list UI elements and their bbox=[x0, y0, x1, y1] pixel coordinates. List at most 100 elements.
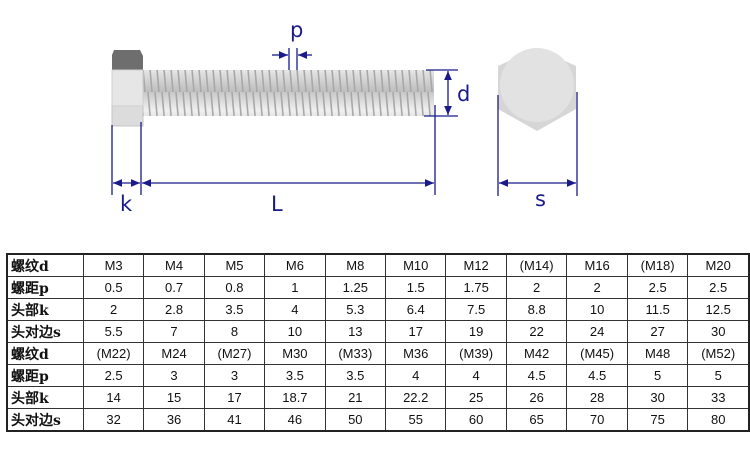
table-cell: 41 bbox=[203, 408, 266, 432]
table-cell: 8 bbox=[203, 320, 266, 343]
table-cell: 5 bbox=[626, 364, 689, 387]
dimension-lines bbox=[111, 48, 578, 196]
table-cell: 10 bbox=[264, 320, 326, 343]
table-cell: 5 bbox=[687, 364, 750, 387]
across-flats-label: s bbox=[535, 187, 546, 211]
table-cell: (M52) bbox=[687, 342, 750, 365]
table-cell: 15 bbox=[143, 386, 205, 409]
table-cell: 3 bbox=[143, 364, 205, 387]
table-cell: 21 bbox=[324, 386, 387, 409]
table-cell: 4.5 bbox=[566, 364, 628, 387]
table-cell: (M14) bbox=[505, 253, 568, 277]
table-cell: 55 bbox=[385, 408, 447, 432]
table-cell: 14 bbox=[82, 386, 145, 409]
table-cell: 2.5 bbox=[626, 276, 689, 299]
table-cell: M3 bbox=[82, 253, 145, 277]
table-cell: M24 bbox=[143, 342, 205, 365]
row-label: 螺距p bbox=[6, 364, 84, 387]
table-cell: 22 bbox=[505, 320, 568, 343]
row-label: 头部k bbox=[6, 298, 84, 321]
table-cell: 7 bbox=[143, 320, 205, 343]
table-row: 螺距p 2.5 3 3 3.5 3.5 4 4 4.5 4.5 5 5 bbox=[6, 364, 750, 387]
bolt-end-view bbox=[498, 48, 576, 131]
table-cell: M42 bbox=[505, 342, 568, 365]
table-cell: 33 bbox=[687, 386, 750, 409]
table-cell: 3.5 bbox=[264, 364, 326, 387]
table-cell: M12 bbox=[445, 253, 507, 277]
row-label: 螺距p bbox=[6, 276, 84, 299]
table-cell: 19 bbox=[445, 320, 507, 343]
table-cell: 4 bbox=[264, 298, 326, 321]
table-cell: 1.75 bbox=[445, 276, 507, 299]
table-cell: 2 bbox=[566, 276, 628, 299]
table-cell: 4.5 bbox=[505, 364, 568, 387]
bolt-diagram: p d k L s bbox=[111, 18, 578, 216]
table-cell: 2.8 bbox=[143, 298, 205, 321]
table-cell: M30 bbox=[264, 342, 326, 365]
table-row: 螺纹d (M22) M24 (M27) M30 (M33) M36 (M39) M42 (M45)… bbox=[6, 342, 750, 365]
table-cell: 28 bbox=[566, 386, 628, 409]
table-cell: 8.8 bbox=[505, 298, 568, 321]
table-row: 头对边s 32 36 41 46 50 55 60 65 70 75 80 bbox=[6, 408, 750, 432]
table-cell: 2.5 bbox=[82, 364, 145, 387]
hex-chamfer bbox=[500, 48, 574, 122]
table-cell: 70 bbox=[566, 408, 628, 432]
table-cell: 4 bbox=[385, 364, 447, 387]
table-cell: (M39) bbox=[445, 342, 507, 365]
table-cell: 75 bbox=[626, 408, 689, 432]
table-cell: 3 bbox=[203, 364, 266, 387]
table-cell: 0.7 bbox=[143, 276, 205, 299]
table-cell: M10 bbox=[385, 253, 447, 277]
head-height-label: k bbox=[120, 192, 133, 216]
table-cell: 50 bbox=[324, 408, 387, 432]
row-label: 头对边s bbox=[6, 320, 84, 343]
table-cell: 32 bbox=[82, 408, 145, 432]
table-cell: (M27) bbox=[203, 342, 266, 365]
table-cell: 3.5 bbox=[203, 298, 266, 321]
table-cell: M4 bbox=[143, 253, 205, 277]
table-cell: 30 bbox=[626, 386, 689, 409]
table-cell: 2 bbox=[505, 276, 568, 299]
table-row: 头部k 2 2.8 3.5 4 5.3 6.4 7.5 8.8 10 11.5 12.5 bbox=[6, 298, 750, 321]
table-cell: 13 bbox=[324, 320, 387, 343]
length-label: L bbox=[271, 192, 283, 216]
table-cell: 5.5 bbox=[82, 320, 145, 343]
table-cell: 65 bbox=[505, 408, 568, 432]
bolt-shank bbox=[143, 70, 434, 116]
table-cell: (M18) bbox=[626, 253, 689, 277]
table-cell: 36 bbox=[143, 408, 205, 432]
table-cell: M5 bbox=[203, 253, 266, 277]
table-cell: 17 bbox=[203, 386, 266, 409]
table-cell: 1.25 bbox=[324, 276, 387, 299]
bolt-head-top bbox=[112, 50, 143, 70]
table-cell: M36 bbox=[385, 342, 447, 365]
table-cell: M6 bbox=[264, 253, 326, 277]
table-cell: 24 bbox=[566, 320, 628, 343]
table-cell: 0.5 bbox=[82, 276, 145, 299]
table-cell: 7.5 bbox=[445, 298, 507, 321]
table-cell: 0.8 bbox=[203, 276, 266, 299]
row-label: 头部k bbox=[6, 386, 84, 409]
table-cell: 30 bbox=[687, 320, 750, 343]
table-cell: M16 bbox=[566, 253, 628, 277]
table-cell: 2.5 bbox=[687, 276, 750, 299]
table-cell: 17 bbox=[385, 320, 447, 343]
diameter-label: d bbox=[457, 82, 470, 106]
table-cell: (M45) bbox=[566, 342, 628, 365]
pitch-label: p bbox=[290, 18, 303, 42]
table-cell: 11.5 bbox=[626, 298, 689, 321]
table-cell: M8 bbox=[324, 253, 387, 277]
table-cell: 1.5 bbox=[385, 276, 447, 299]
table-cell: M48 bbox=[626, 342, 689, 365]
row-label: 头对边s bbox=[6, 408, 84, 432]
table-cell: 4 bbox=[445, 364, 507, 387]
table-cell: 18.7 bbox=[264, 386, 326, 409]
row-label: 螺纹d bbox=[6, 253, 84, 277]
bolt-side-view bbox=[111, 50, 434, 127]
table-cell: 12.5 bbox=[687, 298, 750, 321]
table-cell: 25 bbox=[445, 386, 507, 409]
table-cell: 60 bbox=[445, 408, 507, 432]
table-cell: 26 bbox=[505, 386, 568, 409]
table-cell: 1 bbox=[264, 276, 326, 299]
table-cell: (M22) bbox=[82, 342, 145, 365]
